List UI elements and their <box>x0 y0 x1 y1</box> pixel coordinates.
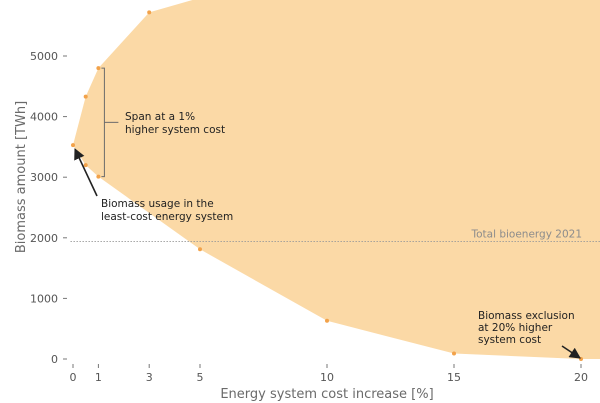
x-tick-label-15: 15 <box>447 371 461 384</box>
x-tick-label-0: 0 <box>70 371 77 384</box>
data-point <box>96 66 101 71</box>
data-points <box>71 10 583 361</box>
data-point <box>325 318 329 323</box>
exclusion-label-line3: system cost <box>478 334 541 346</box>
data-point <box>83 94 88 99</box>
biomass-range-area <box>73 0 600 359</box>
x-tick-label-5: 5 <box>197 371 204 384</box>
data-point <box>452 351 456 356</box>
reference-line-label: Total bioenergy 2021 <box>470 228 582 240</box>
exclusion-arrow <box>561 345 581 359</box>
y-tick-label-1000: 1000 <box>30 292 58 305</box>
x-tick-label-3: 3 <box>146 371 153 384</box>
span-label-line2: higher system cost <box>125 124 225 136</box>
data-point <box>83 163 88 168</box>
y-tick-label-2000: 2000 <box>30 232 58 245</box>
feasible-area <box>73 0 600 359</box>
x-axis-title: Energy system cost increase [%] <box>220 387 433 402</box>
least-cost-label-line1: Biomass usage in the <box>101 198 214 210</box>
span-label-line1: Span at a 1% <box>125 111 195 123</box>
least-cost-label-line2: least-cost energy system <box>101 211 233 223</box>
x-tick-label-1: 1 <box>95 371 102 384</box>
axes: 0 1 3 5 10 15 20 0 1000 2000 3000 4000 5000 <box>30 50 588 384</box>
annotations: Span at a 1%higher system cost Biomass us… <box>74 67 581 359</box>
exclusion-label-line2: at 20% higher <box>478 322 553 334</box>
least-cost-arrow <box>74 148 98 197</box>
data-point <box>71 143 75 148</box>
x-tick-label-10: 10 <box>320 371 334 384</box>
data-point <box>96 174 101 179</box>
y-tick-label-4000: 4000 <box>30 111 58 124</box>
y-tick-label-3000: 3000 <box>30 171 58 184</box>
x-tick-label-20: 20 <box>574 371 588 384</box>
y-axis-title: Biomass amount [TWh] <box>14 101 29 253</box>
data-point <box>198 247 202 252</box>
reference-line-group: Total bioenergy 2021 <box>70 228 600 242</box>
data-point <box>147 10 152 15</box>
y-tick-label-5000: 5000 <box>30 50 58 63</box>
y-tick-label-0: 0 <box>51 353 58 366</box>
exclusion-label-line1: Biomass exclusion <box>478 310 575 322</box>
